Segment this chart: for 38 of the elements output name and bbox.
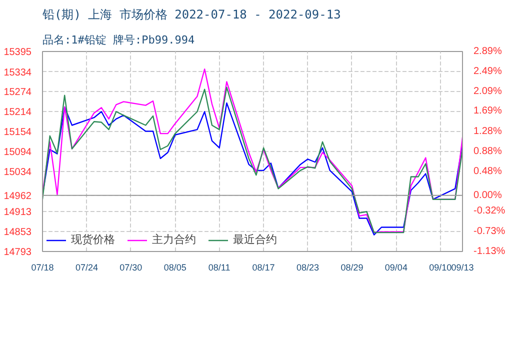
y-tick-label: 14962 — [4, 190, 32, 202]
y-tick-label: 15154 — [4, 127, 32, 138]
y2-tick-label: -0.32% — [474, 206, 506, 217]
chart-subtitle: 品名:1#铅锭 牌号:Pb99.994 — [42, 34, 195, 46]
x-tick-label: 08/05 — [164, 262, 186, 272]
x-tick-label: 08/29 — [340, 262, 364, 272]
y2-tick-label: 0.48% — [474, 166, 502, 177]
x-tick-label: 08/17 — [252, 262, 275, 272]
x-tick-label: 09/13 — [451, 262, 474, 272]
y2-tick-label: 2.49% — [474, 66, 502, 77]
y2-tick-label: 0.00% — [474, 190, 502, 201]
y2-tick-label: -1.13% — [474, 246, 506, 257]
x-tick-label: 09/04 — [384, 262, 408, 272]
x-tick-label: 09/10 — [429, 262, 452, 272]
y2-tick-label: 2.09% — [474, 86, 502, 97]
x-tick-label: 08/11 — [208, 262, 230, 272]
y-tick-label: 15214 — [4, 107, 32, 118]
legend-label: 最近合约 — [233, 232, 277, 247]
y-tick-label: 15395 — [4, 47, 32, 58]
x-tick-label: 07/24 — [75, 262, 98, 272]
y-tick-label: 14853 — [4, 227, 32, 238]
y2-tick-label: 1.69% — [474, 106, 502, 117]
y-tick-label: 15334 — [4, 67, 32, 78]
x-tick-label: 08/23 — [296, 262, 320, 272]
y-tick-label: 15094 — [4, 147, 32, 158]
y-tick-label: 14793 — [4, 247, 32, 258]
y-tick-label: 14913 — [4, 207, 32, 218]
legend-label: 现货价格 — [71, 232, 115, 247]
chart-title: 铅(期) 上海 市场价格 2022-07-18 - 2022-09-13 — [42, 8, 341, 22]
y2-tick-label: 1.28% — [474, 126, 502, 138]
y-tick-label: 15034 — [4, 166, 32, 178]
x-tick-label: 07/30 — [120, 262, 142, 272]
x-tick-label: 07/18 — [31, 262, 54, 272]
y-tick-label: 15274 — [4, 87, 32, 98]
y2-tick-label: 2.89% — [474, 46, 502, 57]
y2-tick-label: 0.88% — [474, 146, 502, 157]
legend-label: 主力合约 — [152, 232, 196, 247]
y2-tick-label: -0.73% — [474, 226, 506, 238]
